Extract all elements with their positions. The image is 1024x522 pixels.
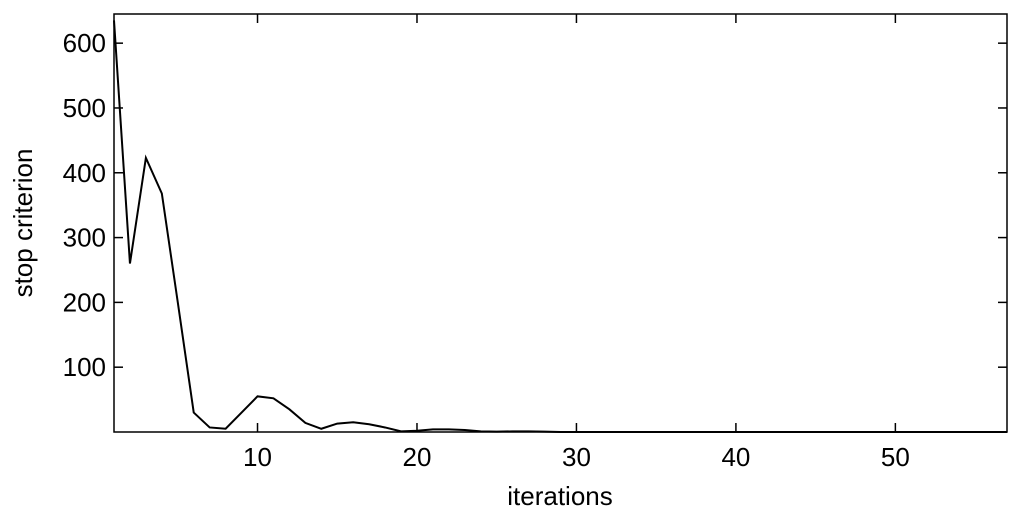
y-tick-label: 400 <box>63 158 106 188</box>
x-tick-label: 10 <box>243 442 272 472</box>
x-axis-label: iterations <box>507 481 613 511</box>
y-tick-label: 100 <box>63 352 106 382</box>
y-tick-label: 300 <box>63 223 106 253</box>
axes-box <box>113 13 1008 433</box>
y-tick-label: 200 <box>63 287 106 317</box>
y-axis-label: stop criterion <box>8 149 38 298</box>
x-tick-label: 40 <box>721 442 750 472</box>
data-line <box>113 20 1007 433</box>
x-tick-label: 30 <box>562 442 591 472</box>
y-tick-label: 500 <box>63 93 106 123</box>
y-tick-label: 600 <box>63 28 106 58</box>
x-tick-label: 50 <box>881 442 910 472</box>
x-tick-label: 20 <box>403 442 432 472</box>
